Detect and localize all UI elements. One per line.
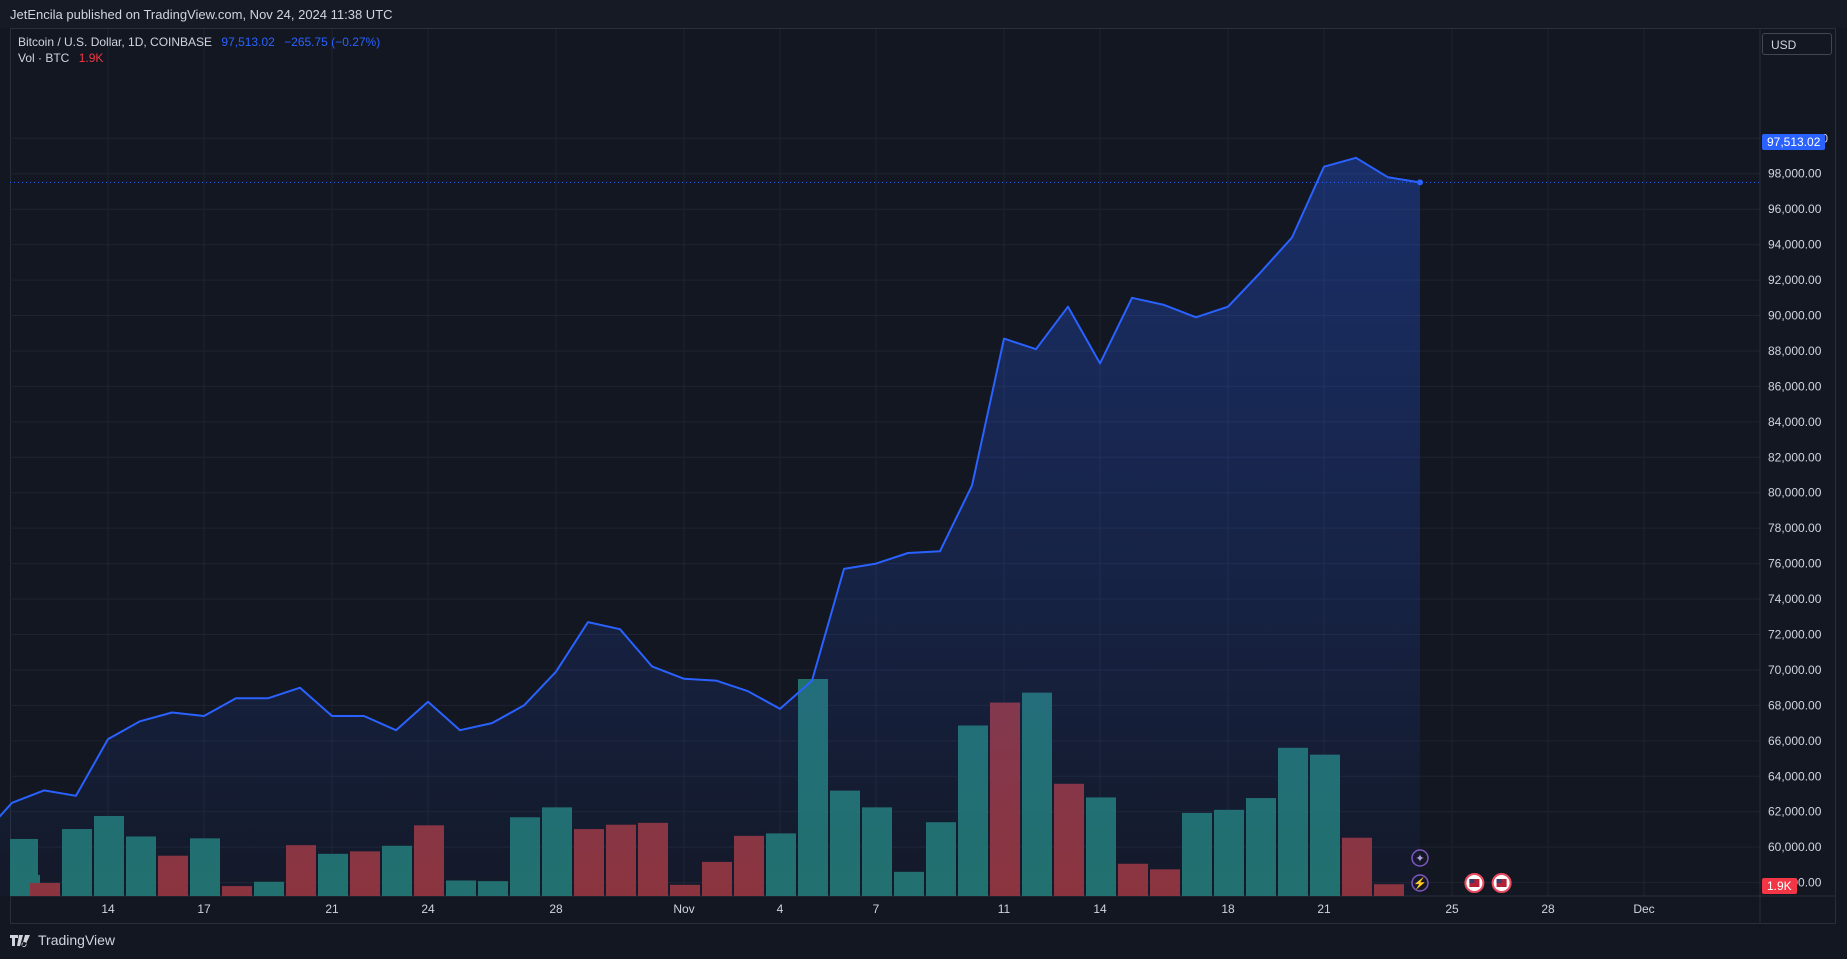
symbol-legend: Bitcoin / U.S. Dollar, 1D, COINBASE 97,5… — [18, 35, 386, 49]
x-tick-label: 18 — [1221, 902, 1235, 916]
y-tick-label: 66,000.00 — [1768, 734, 1822, 748]
price-area-fill — [0, 157, 1420, 896]
tradingview-logo-icon — [10, 935, 30, 947]
event-star-icon — [1411, 849, 1429, 867]
x-tick-label: 28 — [1541, 902, 1555, 916]
volume-price-tag: 1.9K — [1762, 878, 1797, 894]
y-tick-label: 96,000.00 — [1768, 202, 1822, 216]
y-tick-label: 84,000.00 — [1768, 415, 1822, 429]
y-tick-label: 64,000.00 — [1768, 769, 1822, 783]
y-tick-label: 76,000.00 — [1768, 557, 1822, 571]
event-lightning-glyph: ⚡ — [1413, 877, 1427, 890]
y-tick-label: 94,000.00 — [1768, 238, 1822, 252]
us-flag-canton — [1496, 879, 1502, 883]
volume-legend: Vol · BTC 1.9K — [18, 51, 109, 65]
last-price: 97,513.02 — [221, 35, 275, 49]
y-tick-label: 74,000.00 — [1768, 592, 1822, 606]
y-tick-label: 92,000.00 — [1768, 273, 1822, 287]
x-tick-label: Dec — [1633, 902, 1654, 916]
y-tick-label: 90,000.00 — [1768, 309, 1822, 323]
publish-header: JetEncila published on TradingView.com, … — [0, 0, 1847, 28]
x-tick-label: 17 — [197, 902, 211, 916]
tradingview-brand[interactable]: TradingView — [10, 932, 115, 948]
x-tick-label: 21 — [325, 902, 339, 916]
x-tick-label: 25 — [1445, 902, 1459, 916]
brand-label: TradingView — [38, 932, 116, 948]
y-tick-label: 86,000.00 — [1768, 379, 1822, 393]
publish-info: JetEncila published on TradingView.com, … — [10, 7, 393, 22]
volume-value: 1.9K — [78, 51, 104, 65]
price-line — [0, 156, 1421, 818]
x-tick-label: 4 — [777, 902, 784, 916]
x-tick-label: 7 — [873, 902, 880, 916]
x-tick-label: 21 — [1317, 902, 1331, 916]
last-price-dot — [1417, 179, 1423, 186]
price-change: −265.75 (−0.27%) — [284, 35, 381, 49]
x-tick-label: 11 — [998, 902, 1011, 916]
y-tick-label: 98,000.00 — [1768, 167, 1822, 181]
y-tick-label: 80,000.00 — [1768, 486, 1822, 500]
footer — [0, 924, 1847, 959]
y-tick-label: 78,000.00 — [1768, 521, 1822, 535]
x-tick-label: 14 — [101, 902, 115, 916]
y-tick-label: 70,000.00 — [1768, 663, 1822, 677]
x-tick-label: 28 — [549, 902, 563, 916]
y-tick-label: 60,000.00 — [1768, 840, 1822, 854]
x-tick-label: 14 — [1093, 902, 1107, 916]
x-tick-label: 24 — [421, 902, 435, 916]
y-tick-label: 82,000.00 — [1768, 450, 1822, 464]
volume-label: Vol · BTC — [18, 51, 70, 65]
y-tick-label: 88,000.00 — [1768, 344, 1822, 358]
event-lightning-icon — [1411, 874, 1429, 892]
x-tick-label: Nov — [673, 902, 694, 916]
currency-button[interactable]: USD — [1762, 33, 1832, 55]
y-tick-label: 68,000.00 — [1768, 698, 1822, 712]
event-star-glyph: ✦ — [1415, 853, 1424, 865]
symbol-title: Bitcoin / U.S. Dollar, 1D, COINBASE — [18, 35, 213, 49]
y-tick-label: 62,000.00 — [1768, 805, 1822, 819]
y-tick-label: 72,000.00 — [1768, 627, 1822, 641]
us-flag-canton — [1469, 879, 1475, 883]
last-price-tag: 97,513.02 — [1762, 134, 1826, 150]
